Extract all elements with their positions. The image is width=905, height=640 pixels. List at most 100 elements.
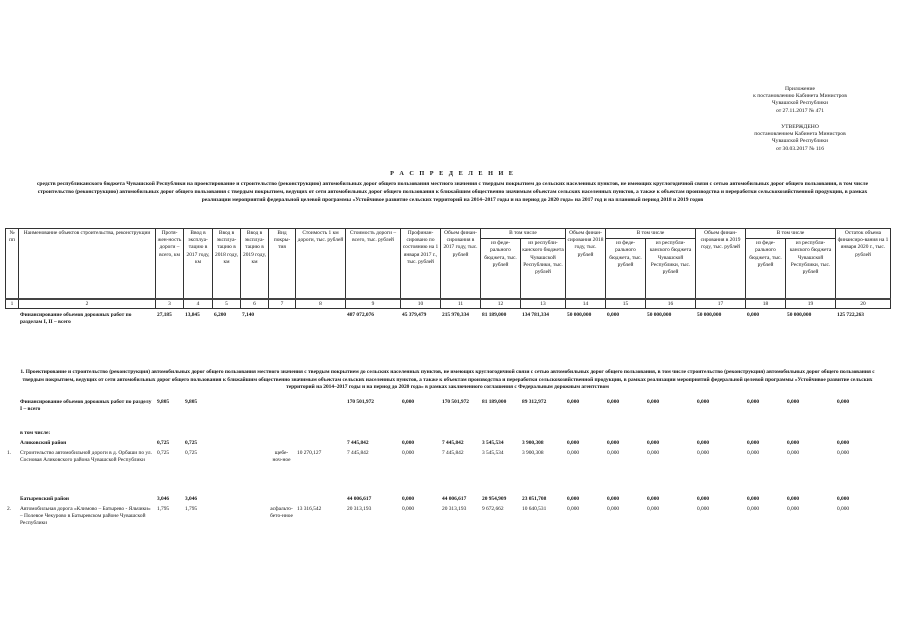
value-cell: 9,805 (185, 398, 198, 405)
column-number: 12 (480, 297, 521, 309)
value-cell: 9 672,662 (482, 505, 504, 512)
value-cell: 1,795 (185, 505, 198, 512)
value-cell (295, 429, 345, 439)
value-cell: 0,000 (402, 439, 415, 446)
value-cell: 170 501,972 (347, 398, 374, 405)
value-cell: 0,000 (697, 398, 710, 405)
column-number: 8 (295, 297, 346, 309)
value-cell: 0,000 (697, 505, 710, 512)
value-cell: 44 006,617 (442, 495, 467, 502)
object-name-cell: Строительство автомобильной дороги в д. … (20, 449, 152, 463)
value-cell: 0,000 (647, 439, 660, 446)
row-number-cell: 2. (7, 505, 12, 512)
value-cell: 0,000 (402, 505, 415, 512)
value-cell (212, 449, 240, 495)
table-row: 1. Проектирование и строительство (рекон… (5, 351, 890, 398)
header-cell: из феде-рального бюджета, тыс. рублей (480, 238, 521, 300)
value-cell: 0,000 (837, 398, 850, 405)
value-cell: 0,000 (647, 495, 660, 502)
section-heading: 1. Проектирование и строительство (рекон… (20, 369, 875, 391)
object-name-cell: Финансирование объемов дорожных работ по… (20, 312, 132, 326)
value-cell: 0,000 (567, 398, 580, 405)
value-cell (480, 429, 520, 439)
value-cell: 13,845 (185, 312, 200, 318)
value-cell (183, 429, 212, 439)
approved-line: Чувашской Республики (772, 138, 828, 145)
value-cell (440, 429, 480, 439)
value-cell: 3 900,308 (522, 449, 544, 456)
value-cell: 1,795 (157, 505, 170, 512)
value-cell: 0,000 (402, 495, 415, 502)
value-cell: 7 445,842 (442, 449, 464, 456)
header-cell: Ввод в эксплуа-тацию в 2018 году, км (212, 227, 241, 300)
value-cell (240, 429, 268, 439)
value-cell: 9,805 (157, 398, 170, 405)
value-cell: 27,185 (157, 312, 172, 318)
column-number: 13 (520, 297, 566, 309)
header-group-cell: В том числе (745, 227, 836, 240)
value-cell: 125 722,263 (837, 312, 864, 318)
value-cell: 50 000,000 (787, 312, 812, 318)
row-number-cell (5, 439, 18, 449)
value-cell: 0,000 (747, 449, 760, 456)
column-number: 9 (345, 297, 401, 309)
value-cell: 3 545,534 (482, 449, 504, 456)
header-cell: Протя-жен-ность дороги – всего, км (155, 227, 184, 300)
approved-line: от 30.03.2017 № 116 (775, 145, 825, 152)
value-cell: 10 270,127 (297, 449, 322, 456)
column-number: 20 (835, 297, 891, 309)
value-cell: 7 445,842 (442, 439, 464, 446)
value-cell: 20 954,909 (482, 495, 507, 502)
header-cell: Объем финан-сирования 2018 году, тыс. ру… (565, 227, 606, 300)
value-cell (240, 505, 268, 555)
header-cell: Вид покры-тия (268, 227, 296, 300)
column-number: 18 (745, 297, 786, 309)
value-cell (268, 429, 295, 439)
value-cell (268, 439, 295, 449)
appendix-line: к постановлению Кабинета Министров (753, 93, 847, 100)
value-cell: 3,046 (185, 495, 198, 502)
value-cell: 7,140 (242, 312, 255, 318)
value-cell: 50 000,000 (567, 312, 592, 318)
value-cell (240, 495, 268, 505)
value-cell (645, 429, 695, 439)
value-cell: 0,000 (607, 449, 620, 456)
value-cell (268, 495, 295, 505)
header-cell: Остаток объема финансиро-вания на 1 янва… (835, 227, 891, 300)
row-number-cell (5, 429, 18, 439)
value-cell: 0,000 (607, 439, 620, 446)
column-number: 19 (785, 297, 836, 309)
value-cell (155, 429, 183, 439)
table-row: 1. Строительство автомобильной дороги в д… (5, 449, 890, 495)
value-cell: 3 545,534 (482, 439, 504, 446)
object-name-cell: Батыревский район (20, 495, 70, 502)
appendix-line: Чувашской Республики (772, 100, 828, 107)
value-cell: 0,725 (185, 439, 198, 446)
value-cell: 0,000 (402, 449, 415, 456)
header-cell: Ввод в эксплуа-тацию в 2019 году, км (240, 227, 269, 300)
row-number-cell: 1. (7, 449, 12, 456)
value-cell: 0,000 (607, 495, 620, 502)
approved-block: УТВЕРЖДЕНО постановлением Кабинета Минис… (700, 124, 900, 153)
value-cell: 0,000 (607, 398, 620, 405)
value-cell (268, 398, 295, 429)
column-number: 16 (645, 297, 696, 309)
table-row: Батыревский район 3,046 3,046 44 006,617 0,0… (5, 495, 890, 505)
value-cell: 215 970,334 (442, 312, 469, 318)
object-name-cell: Аликовский район (20, 439, 67, 446)
value-cell: 89 312,972 (522, 398, 547, 405)
value-cell: 0,000 (697, 439, 710, 446)
value-cell (695, 429, 745, 439)
table-row: Аликовский район 0,725 0,725 7 445,842 0,000… (5, 439, 890, 449)
column-number: 2 (18, 297, 156, 309)
header-cell: Ввод в эксплуа-тацию в 2017 году, км (183, 227, 213, 300)
table-row: Финансирование объемов дорожных работ по… (5, 398, 890, 429)
row-number-cell (5, 311, 18, 351)
value-cell (565, 429, 605, 439)
header-cell: из феде-рального бюджета, тыс. рублей (605, 238, 646, 300)
header-group-cell: В том числе (480, 227, 566, 240)
value-cell: 134 781,334 (522, 312, 549, 318)
value-cell: 0,000 (697, 495, 710, 502)
value-cell: 0,000 (837, 439, 850, 446)
value-cell: 0,000 (787, 505, 800, 512)
